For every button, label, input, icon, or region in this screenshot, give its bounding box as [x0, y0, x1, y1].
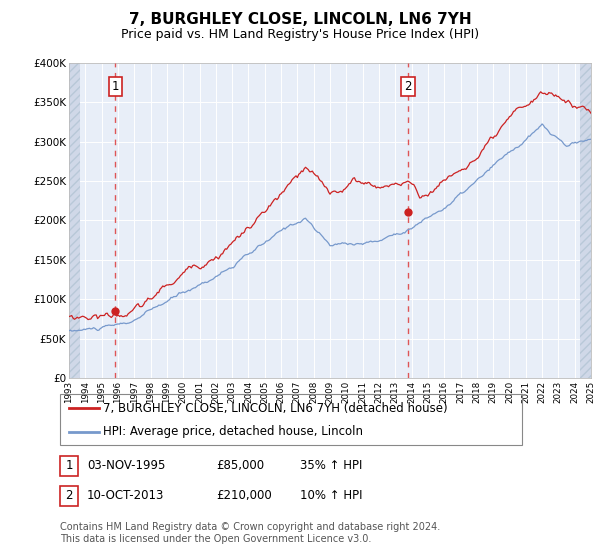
Text: 10-OCT-2013: 10-OCT-2013 [87, 489, 164, 502]
Text: HPI: Average price, detached house, Lincoln: HPI: Average price, detached house, Linc… [103, 425, 363, 438]
Text: Price paid vs. HM Land Registry's House Price Index (HPI): Price paid vs. HM Land Registry's House … [121, 28, 479, 41]
Text: 10% ↑ HPI: 10% ↑ HPI [300, 489, 362, 502]
Text: £210,000: £210,000 [216, 489, 272, 502]
Text: Contains HM Land Registry data © Crown copyright and database right 2024.
This d: Contains HM Land Registry data © Crown c… [60, 522, 440, 544]
Text: 7, BURGHLEY CLOSE, LINCOLN, LN6 7YH: 7, BURGHLEY CLOSE, LINCOLN, LN6 7YH [128, 12, 472, 27]
Text: 2: 2 [65, 489, 73, 502]
Text: 2: 2 [404, 80, 412, 93]
Text: 03-NOV-1995: 03-NOV-1995 [87, 459, 166, 473]
Bar [69, 63, 80, 378]
Text: £85,000: £85,000 [216, 459, 264, 473]
Text: 1: 1 [65, 459, 73, 473]
Text: 7, BURGHLEY CLOSE, LINCOLN, LN6 7YH (detached house): 7, BURGHLEY CLOSE, LINCOLN, LN6 7YH (det… [103, 402, 448, 414]
Bar [580, 63, 591, 378]
Text: 35% ↑ HPI: 35% ↑ HPI [300, 459, 362, 473]
Text: 1: 1 [112, 80, 119, 93]
